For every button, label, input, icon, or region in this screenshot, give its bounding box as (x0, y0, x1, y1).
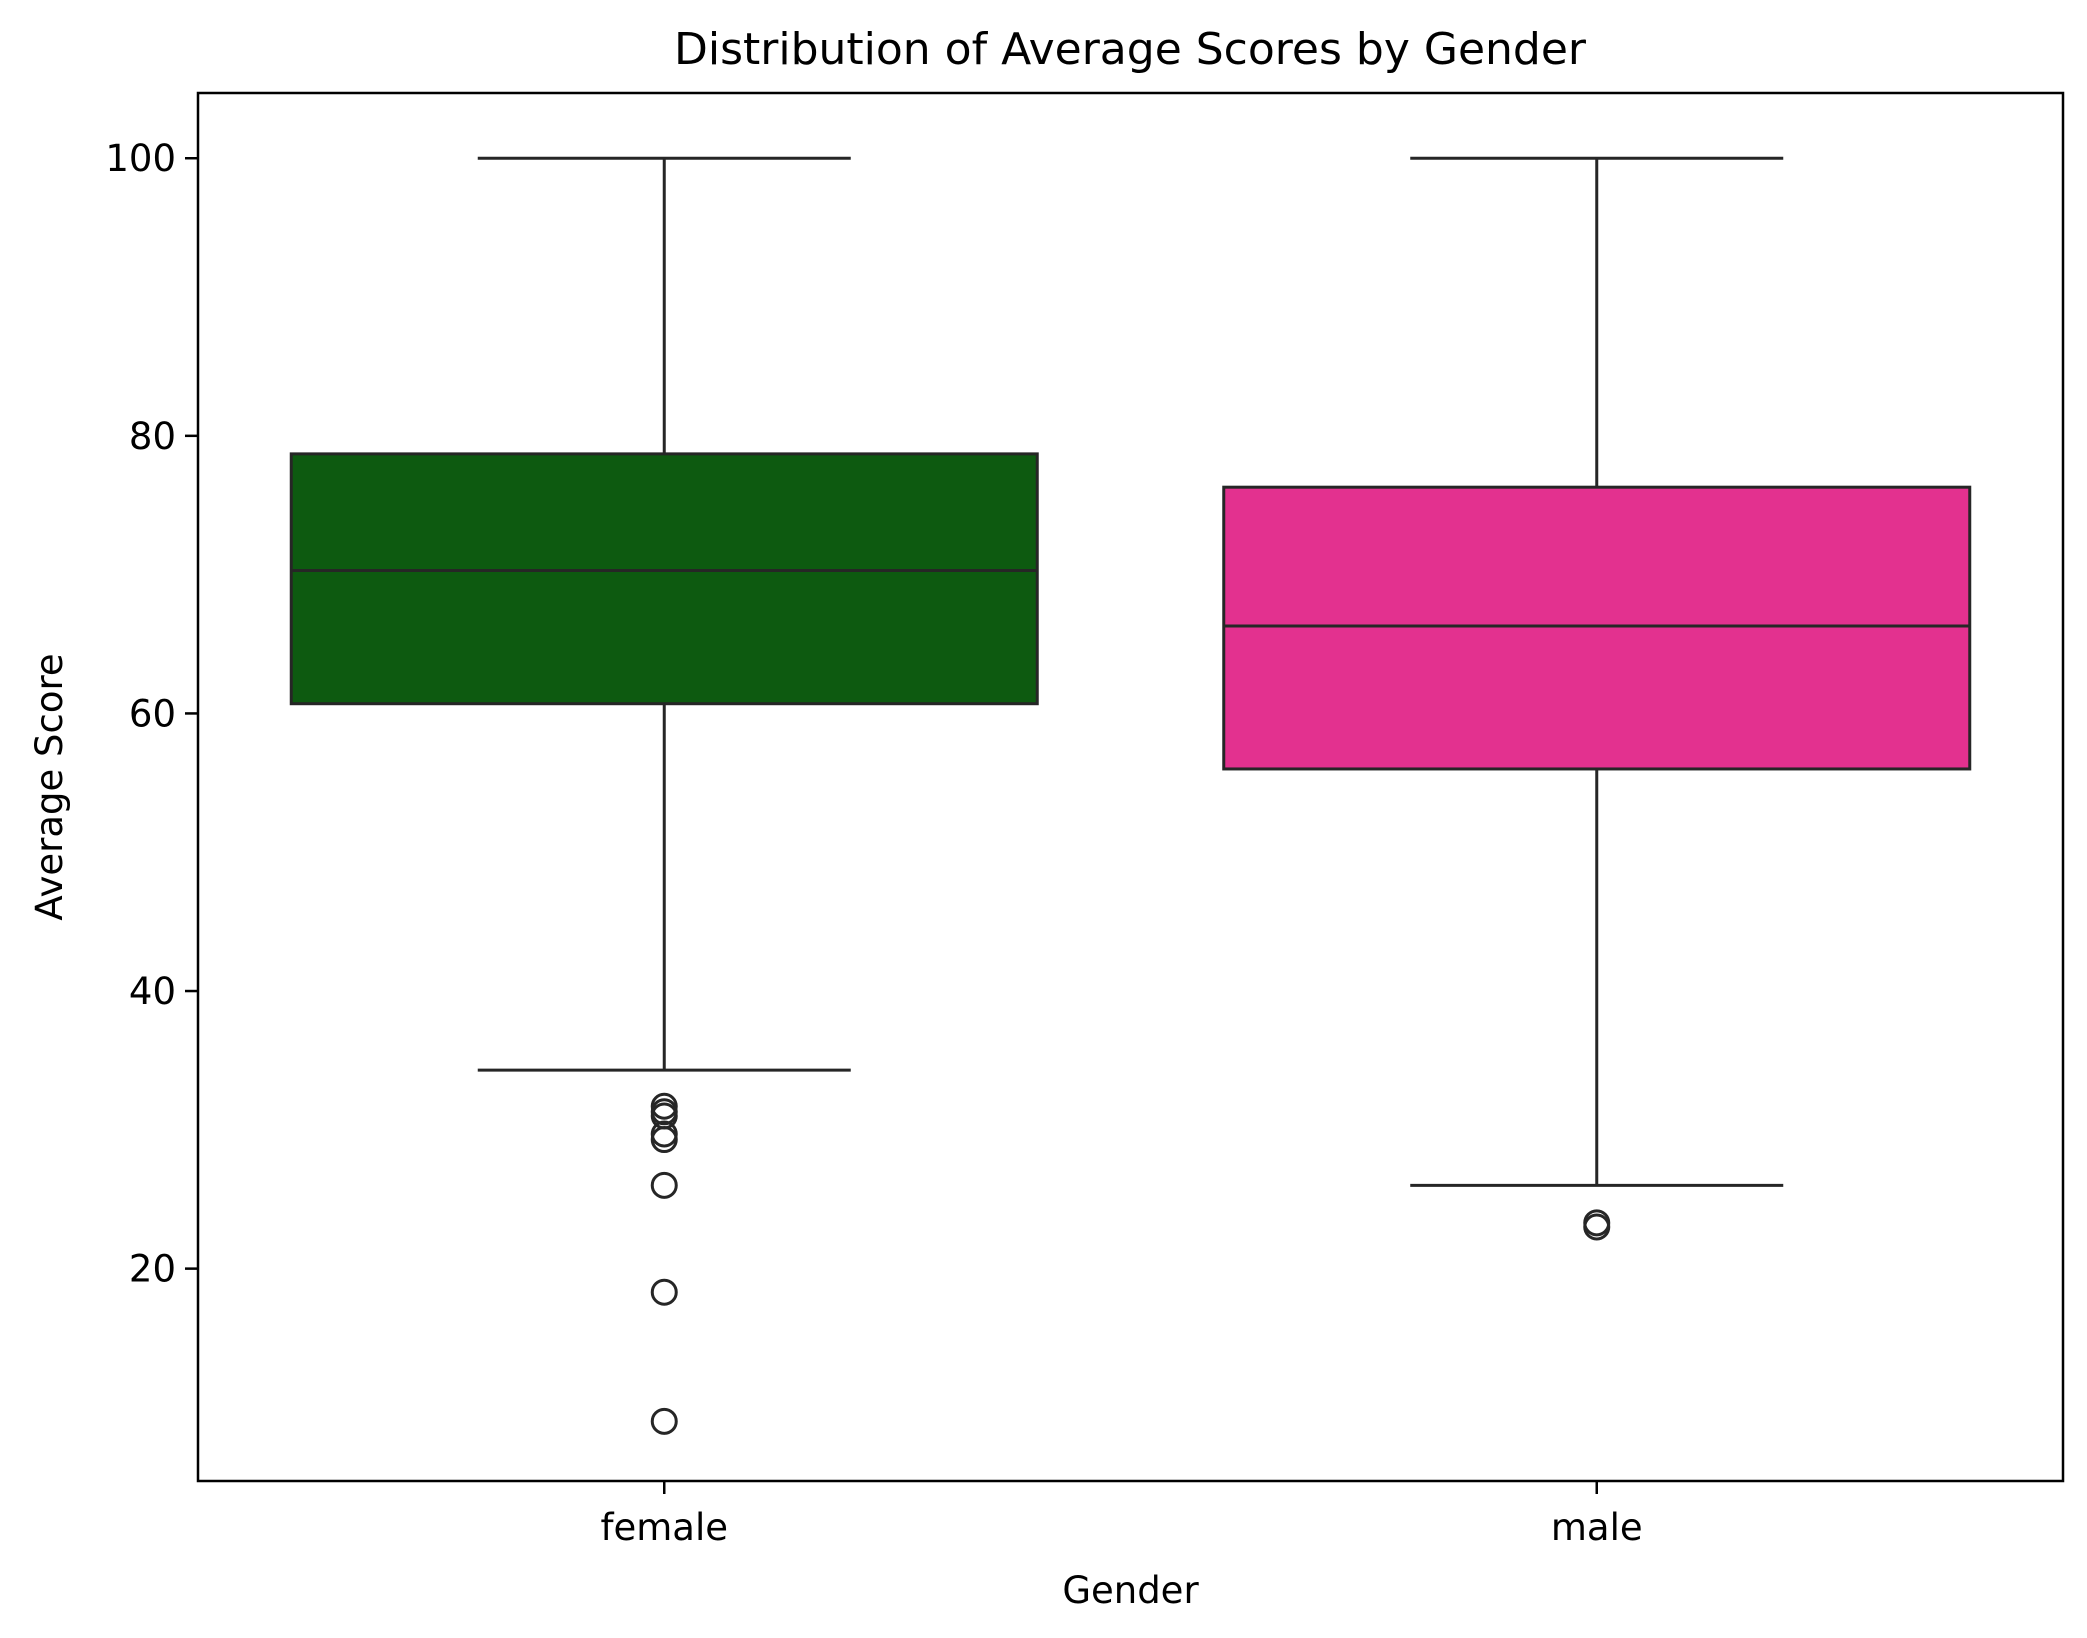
plot-area (289, 156, 1972, 1435)
box-iqr (1222, 485, 1972, 771)
x-axis-label: Gender (1062, 1569, 1199, 1612)
y-tick-label: 20 (129, 1248, 176, 1291)
y-tick-label: 40 (129, 970, 176, 1013)
axes: 20 40 60 80 100 female male (105, 137, 1642, 1549)
plot-frame (196, 91, 2065, 1483)
chart-title: Distribution of Average Scores by Gender (674, 24, 1587, 75)
y-tick-label: 100 (105, 137, 176, 180)
y-axis-label: Average Score (28, 653, 71, 920)
outlier-point (650, 1407, 678, 1435)
box-male (1222, 156, 1972, 1241)
outlier-point (650, 1171, 678, 1199)
outlier-point (1583, 1213, 1611, 1241)
box-iqr (289, 452, 1039, 706)
outlier-point (650, 1126, 678, 1154)
y-tick-label: 80 (129, 415, 176, 458)
box-female (289, 156, 1039, 1435)
x-tick-label: male (1551, 1506, 1643, 1549)
x-tick-label: female (600, 1506, 728, 1549)
outlier-point (650, 1278, 678, 1306)
y-tick-label: 60 (129, 692, 176, 735)
